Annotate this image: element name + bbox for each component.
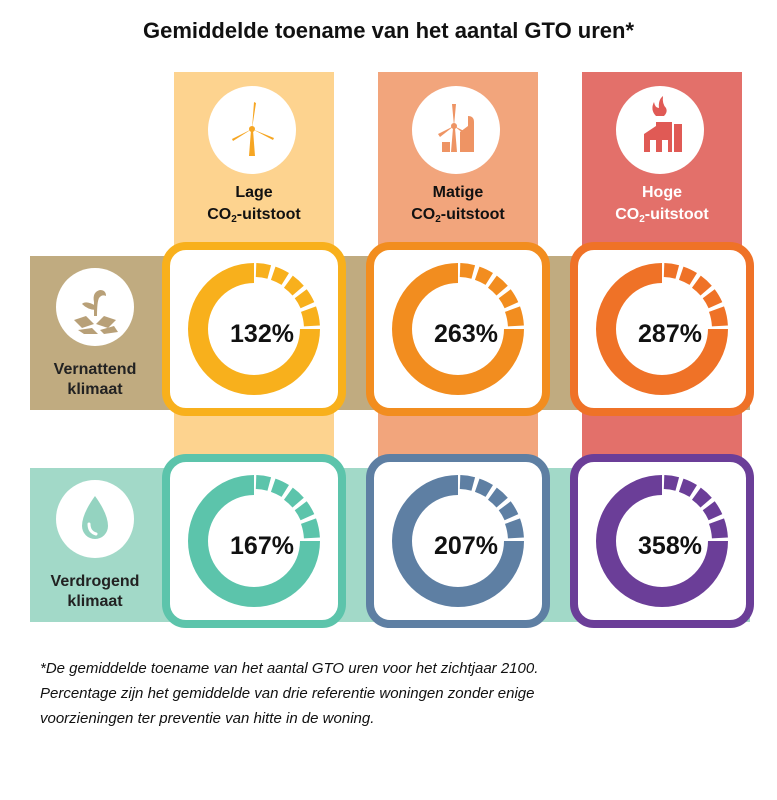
data-label: 132% [230,320,294,348]
column-label-line1: Matige [432,184,484,201]
donut-tick-segment [270,266,289,285]
column-label-line1: Hoge [642,184,682,201]
donut-tick-segment [504,518,524,539]
data-tile: 287% [570,242,754,416]
donut-tick-segment [504,306,524,327]
co2-subscript: 2 [435,214,441,225]
donut-tick-segment [459,263,476,279]
donut-tick-segment [708,306,728,327]
data-label: 207% [434,532,498,560]
donut-chart [596,475,728,607]
page-title: Gemiddelde toename van het aantal GTO ur… [142,18,635,43]
donut-tick-segment [678,266,697,285]
donut-tick-segment [474,478,493,497]
row-label-line2: klimaat [67,593,123,610]
row-label-line2: klimaat [67,381,123,398]
co2-rest: -uitstoot [440,206,505,223]
donut-tick-segment [474,266,493,285]
column-label-line2: CO2-uitstoot [368,204,548,228]
column-label-lage: Lage CO2-uitstoot [164,182,344,228]
co2-main: CO [207,206,232,223]
column-label-line2: CO2-uitstoot [572,204,752,228]
row-label-line1: Vernattend [53,361,137,378]
footnote: *De gemiddelde toename van het aantal GT… [40,656,740,731]
donut-tick-segment [283,275,304,296]
data-label: 358% [638,532,702,560]
donut-tick-segment [702,289,723,309]
wet-ground-plant-icon [56,268,134,346]
donut-tick-segment [691,275,712,296]
co2-main: CO [411,206,436,223]
row-label-verdrogend: Verdrogend klimaat [20,572,170,612]
donut-tick-segment [459,475,476,491]
factory-turbine-icon [412,86,500,174]
donut-tick-segment [663,263,680,279]
donut-tick-segment [708,518,728,539]
donut-chart [392,475,524,607]
donut-ring-segment [596,475,728,607]
donut-tick-segment [702,501,723,521]
data-tile: 358% [570,454,754,628]
donut-tick-segment [255,263,272,279]
data-label: 167% [230,532,294,560]
donut-ring-segment [188,475,320,607]
donut-tick-segment [691,487,712,508]
column-label-matige: Matige CO2-uitstoot [368,182,548,228]
data-tile: 132% [162,242,346,416]
column-label-line1: Lage [235,184,273,201]
donut-tick-segment [300,306,320,327]
column-label-hoge: Hoge CO2-uitstoot [572,182,752,228]
footnote-line: *De gemiddelde toename van het aantal GT… [40,660,539,677]
donut-tick-segment [678,478,697,497]
donut-ring-segment [392,263,524,395]
data-label: 287% [638,320,702,348]
donut-tick-segment [294,289,315,309]
donut-tick-segment [300,518,320,539]
donut-ring-segment [392,475,524,607]
donut-tick-segment [283,487,304,508]
donut-chart [596,263,728,395]
donut-tick-segment [294,501,315,521]
donut-tick-segment [255,475,272,491]
donut-tick-segment [487,487,508,508]
donut-tick-segment [663,475,680,491]
co2-main: CO [615,206,640,223]
data-tile: 207% [366,454,550,628]
wind-turbine-icon [208,86,296,174]
co2-rest: -uitstoot [236,206,301,223]
footnote-line: voorzieningen ter preventie van hitte in… [40,710,375,727]
donut-chart [188,263,320,395]
row-label-vernattend: Vernattend klimaat [20,360,170,400]
water-drop-icon [56,480,134,558]
donut-tick-segment [498,501,519,521]
co2-rest: -uitstoot [644,206,709,223]
donut-chart [392,263,524,395]
co2-subscript: 2 [639,214,645,225]
donut-tick-segment [270,478,289,497]
data-tile: 263% [366,242,550,416]
data-tile: 167% [162,454,346,628]
footnote-line: Percentage zijn het gemiddelde van drie … [40,685,535,702]
data-label: 263% [434,320,498,348]
column-label-line2: CO2-uitstoot [164,204,344,228]
donut-chart [188,475,320,607]
co2-subscript: 2 [231,214,237,225]
donut-ring-segment [188,263,320,395]
donut-ring-segment [596,263,728,395]
row-label-line1: Verdrogend [50,573,140,590]
donut-tick-segment [498,289,519,309]
donut-tick-segment [487,275,508,296]
factory-fire-icon [616,86,704,174]
